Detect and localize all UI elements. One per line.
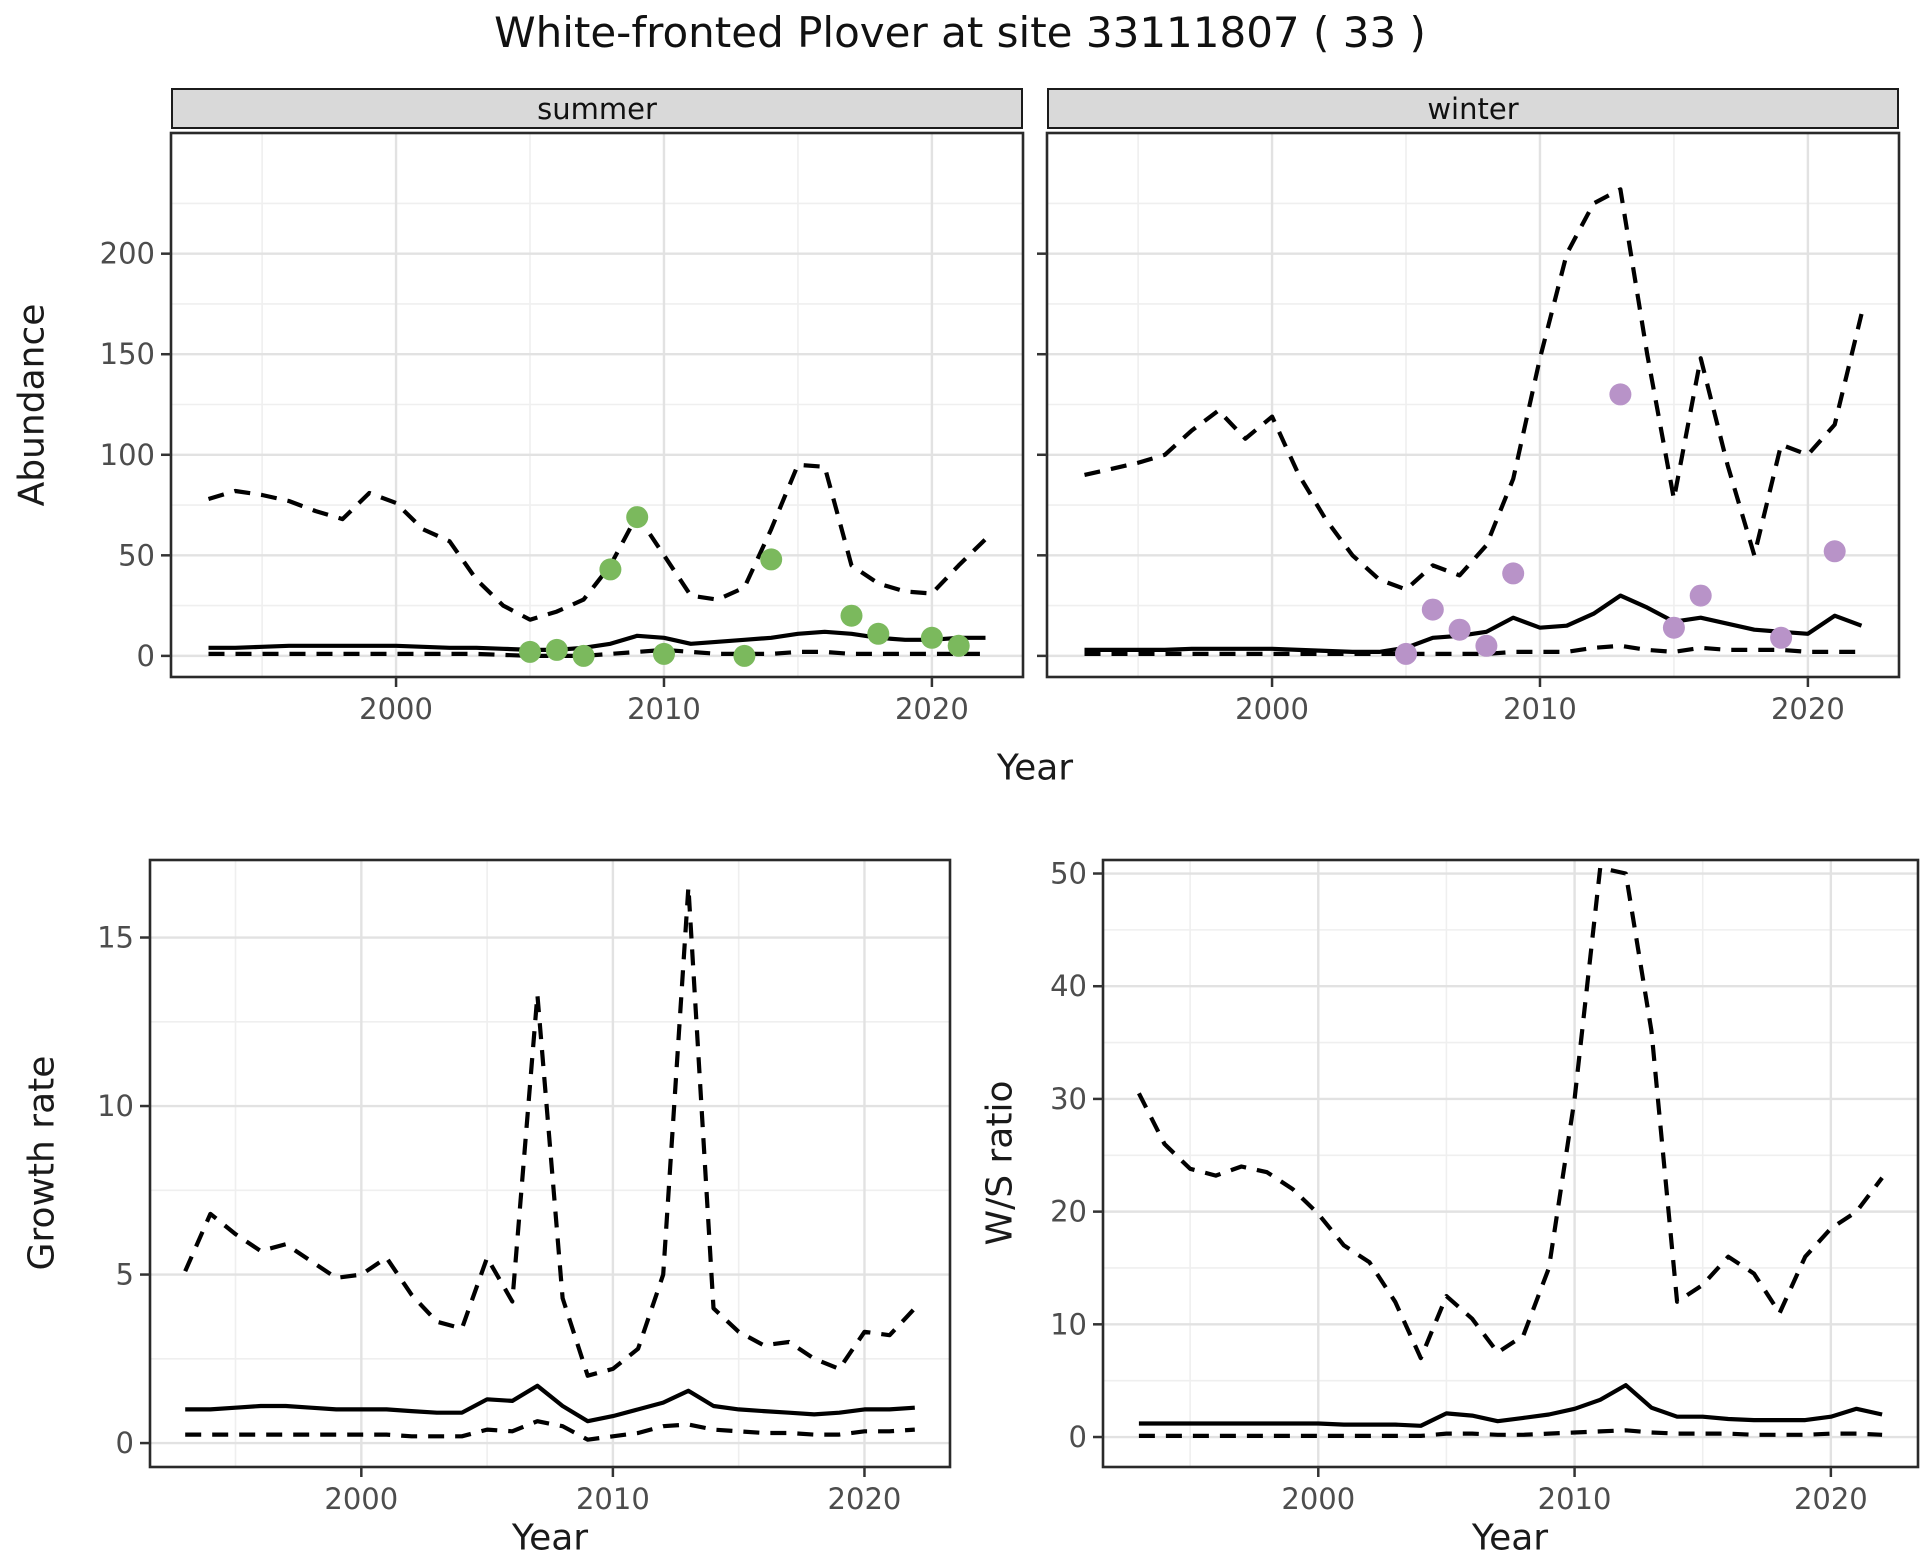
observation-point	[1609, 383, 1632, 406]
observation-point	[867, 622, 890, 645]
panel-abundance-summer: 2000 2010 2020 0 50 100 150 200	[100, 131, 1025, 726]
series-upper_ci-line	[1084, 187, 1864, 592]
gridlines	[1103, 860, 1918, 1467]
observation-point	[1823, 540, 1846, 563]
observation-point	[733, 644, 756, 667]
observation-point	[1770, 626, 1793, 649]
panel-ws-ratio: 2000 2010 2020 0 10 20 30 40 50	[1050, 857, 1920, 1516]
series-lower_ci-line	[185, 1419, 915, 1442]
series-mean-line	[1084, 593, 1863, 655]
y-tick-label: 200	[100, 237, 155, 271]
series-lower_ci-line	[1138, 1428, 1883, 1439]
panel-background	[1103, 860, 1918, 1467]
x-tick-label: 2000	[359, 692, 433, 726]
panel-border	[1045, 131, 1901, 679]
observation-point	[920, 626, 943, 649]
x-tick-label: 2010	[576, 1482, 650, 1516]
gridlines	[1047, 133, 1899, 677]
gridlines	[150, 860, 950, 1467]
series-upper_ci-line	[207, 462, 987, 622]
y-tick-label: 20	[1050, 1195, 1087, 1229]
series-lower_ci-line	[1084, 643, 1862, 657]
observation-point	[1662, 616, 1685, 639]
y-tick-label: 5	[116, 1258, 134, 1292]
observation-point	[1475, 634, 1498, 657]
panel-border	[169, 131, 1025, 679]
x-tick-label: 2020	[1794, 1482, 1868, 1516]
facet-strip-summer-label: summer	[537, 91, 657, 126]
x-axis-title-top: Year	[996, 747, 1074, 789]
panel-growth-rate: 2000 2010 2020 0 5 10 15	[97, 858, 952, 1516]
facet-strip-summer: summer	[171, 88, 1023, 129]
observed-summer-counts	[519, 506, 970, 667]
axis-ticks: 2000 2010 2020 0 10 20 30 40 50	[1050, 857, 1868, 1516]
x-tick-label: 2020	[1771, 692, 1845, 726]
series-lower_ci-line	[208, 647, 986, 659]
observation-point	[545, 638, 568, 661]
x-tick-label: 2000	[1235, 692, 1309, 726]
axis-ticks: 2000 2010 2020 0 50 100 150 200	[100, 237, 969, 726]
series-upper_ci-line	[183, 884, 917, 1378]
observed-winter-counts	[1395, 383, 1846, 665]
y-tick-label: 30	[1050, 1082, 1087, 1116]
x-axis-title-bottom-left: Year	[511, 1517, 589, 1559]
series-mean-line	[208, 629, 986, 653]
panel-abundance-winter: 2000 2010 2020	[1037, 131, 1901, 726]
x-axis-title-bottom-right: Year	[1471, 1517, 1549, 1559]
panel-border	[148, 858, 952, 1469]
facet-strip-winter-label: winter	[1427, 91, 1519, 126]
series-upper_ci-line	[1137, 865, 1884, 1361]
series-mean-line	[185, 1383, 915, 1424]
observation-point	[760, 548, 783, 571]
observation-point	[840, 604, 863, 627]
x-tick-label: 2010	[627, 692, 701, 726]
y-tick-label: 50	[1050, 857, 1087, 891]
y-tick-label: 100	[100, 438, 155, 472]
facet-strip-winter: winter	[1047, 88, 1899, 129]
x-tick-label: 2000	[324, 1482, 398, 1516]
y-tick-label: 40	[1050, 969, 1087, 1003]
y-tick-label: 0	[137, 639, 155, 673]
chart-title: White-fronted Plover at site 33111807 ( …	[494, 8, 1426, 57]
observation-point	[947, 634, 970, 657]
y-tick-label: 50	[118, 538, 155, 572]
x-tick-label: 2000	[1281, 1482, 1355, 1516]
x-tick-label: 2020	[895, 692, 969, 726]
y-tick-label: 0	[116, 1426, 134, 1460]
observation-point	[1421, 598, 1444, 621]
observation-point	[572, 644, 595, 667]
observation-point	[653, 642, 675, 665]
y-tick-label: 10	[1050, 1307, 1087, 1341]
panel-border	[1101, 858, 1920, 1469]
y-tick-label: 10	[97, 1089, 134, 1123]
x-tick-label: 2010	[1538, 1482, 1612, 1516]
observation-point	[1448, 618, 1471, 641]
y-tick-label: 0	[1069, 1420, 1087, 1454]
observation-point	[626, 506, 649, 529]
series-mean-line	[1138, 1383, 1883, 1428]
y-tick-label: 150	[100, 337, 155, 371]
observation-point	[599, 558, 622, 581]
observation-point	[519, 640, 541, 663]
observation-point	[1502, 562, 1525, 585]
x-tick-label: 2020	[828, 1482, 902, 1516]
axis-ticks: 2000 2010 2020 0 5 10 15	[97, 921, 901, 1516]
observation-point	[1689, 584, 1712, 607]
y-tick-label: 15	[97, 921, 134, 955]
observation-point	[1395, 642, 1417, 665]
x-tick-label: 2010	[1503, 692, 1577, 726]
axis-ticks: 2000 2010 2020	[1037, 252, 1845, 726]
